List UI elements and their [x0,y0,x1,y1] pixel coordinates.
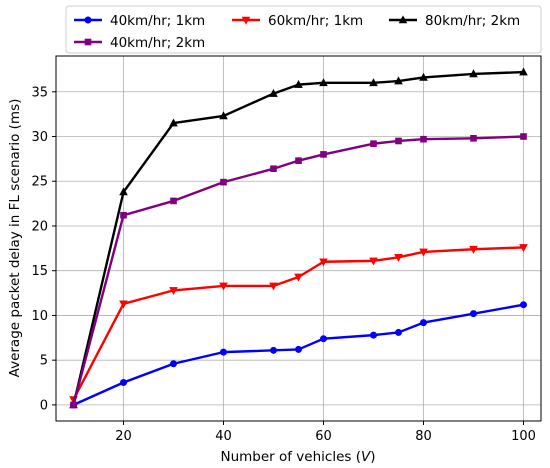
data-point [394,328,402,336]
data-point [419,248,428,257]
data-point [420,135,427,143]
data-point [469,69,478,78]
data-point [219,282,228,291]
y-tick-label: 10 [31,309,48,324]
x-axis-label-end: ) [370,449,375,465]
data-point [369,331,377,339]
data-point [319,78,328,87]
series-line [72,135,524,406]
data-point [220,348,228,356]
y-tick-label: 20 [31,219,48,234]
data-point [269,88,278,97]
grid [56,56,541,421]
data-point [294,273,303,282]
data-point [295,157,302,164]
plot-frame [55,55,542,422]
y-tick-label: 25 [31,175,48,190]
data-point [119,187,128,196]
legend-label: 60km/hr; 1km [268,13,363,29]
x-tick-label: 80 [415,429,432,444]
data-point [519,244,528,253]
data-point [119,300,128,309]
x-axis-label-variable: V [361,449,372,465]
legend-marker [84,38,92,46]
data-point [395,137,402,145]
legend-entry: 40km/hr; 1km [74,13,205,29]
legend-entry: 60km/hr; 1km [232,13,363,29]
data-point [470,135,477,142]
x-tick-label: 100 [511,429,536,444]
legend-items: 40km/hr; 1km 60km/hr; 1km 80km/hr; 2km 40km… [74,13,520,51]
data-point [120,211,127,219]
data-point [369,257,378,266]
data-point [394,76,403,85]
x-axis-label: Number of vehicles (V) [220,449,375,465]
data-point [270,165,277,173]
x-tick-label: 20 [115,429,132,444]
data-point [320,151,327,158]
data-point [519,67,528,76]
data-point [219,111,228,120]
legend: 40km/hr; 1km 60km/hr; 1km 80km/hr; 2km 40km… [65,5,542,54]
data-point [269,282,278,291]
series-line [72,246,524,401]
y-tick-label: 15 [31,264,48,279]
legend-entry: 40km/hr; 2km [74,35,205,51]
data-point [469,310,477,318]
data-point [469,245,478,254]
data-point [169,118,178,127]
series-4 [70,133,527,409]
y-tick-label: 5 [40,354,48,369]
data-point [520,133,527,140]
series-line [72,70,524,406]
data-point [170,197,177,205]
legend-marker [84,16,92,24]
series-2 [69,244,528,405]
data-point [220,178,227,186]
data-point [394,253,403,262]
legend-marker [398,15,408,24]
y-tick-label: 30 [31,130,48,145]
series-1 [70,301,527,409]
legend-label: 40km/hr; 1km [110,13,205,29]
legend-box [65,5,542,54]
x-axis-label-text: Number of vehicles ( [220,449,361,465]
legend-entry: 80km/hr; 2km [389,13,520,29]
y-axis-label: Average packet delay in FL scenario (ms) [7,99,23,378]
legend-label: 40km/hr; 2km [110,35,205,51]
x-tick-label: 60 [315,429,332,444]
legend-marker [241,16,251,25]
axis-ticks: 20 40 60 80 100 0 5 10 15 20 25 30 35 [31,85,535,444]
data-point [319,258,328,267]
data-point [319,335,327,343]
y-tick-label: 35 [31,85,48,100]
data-point [70,401,77,409]
data-point [369,78,378,87]
data-point [519,301,527,309]
data-point [120,379,128,387]
data-point [294,79,303,88]
series-line [73,303,524,406]
data-point [294,345,302,353]
series-3 [69,67,528,409]
y-tick-label: 0 [40,398,48,413]
x-tick-label: 40 [215,429,232,444]
data-point [170,360,178,368]
data-point [169,287,178,296]
legend-label: 80km/hr; 2km [425,13,520,29]
data-point [419,319,427,327]
series-layer [69,67,528,409]
data-point [370,140,377,147]
data-point [419,72,428,81]
data-point [269,346,277,354]
